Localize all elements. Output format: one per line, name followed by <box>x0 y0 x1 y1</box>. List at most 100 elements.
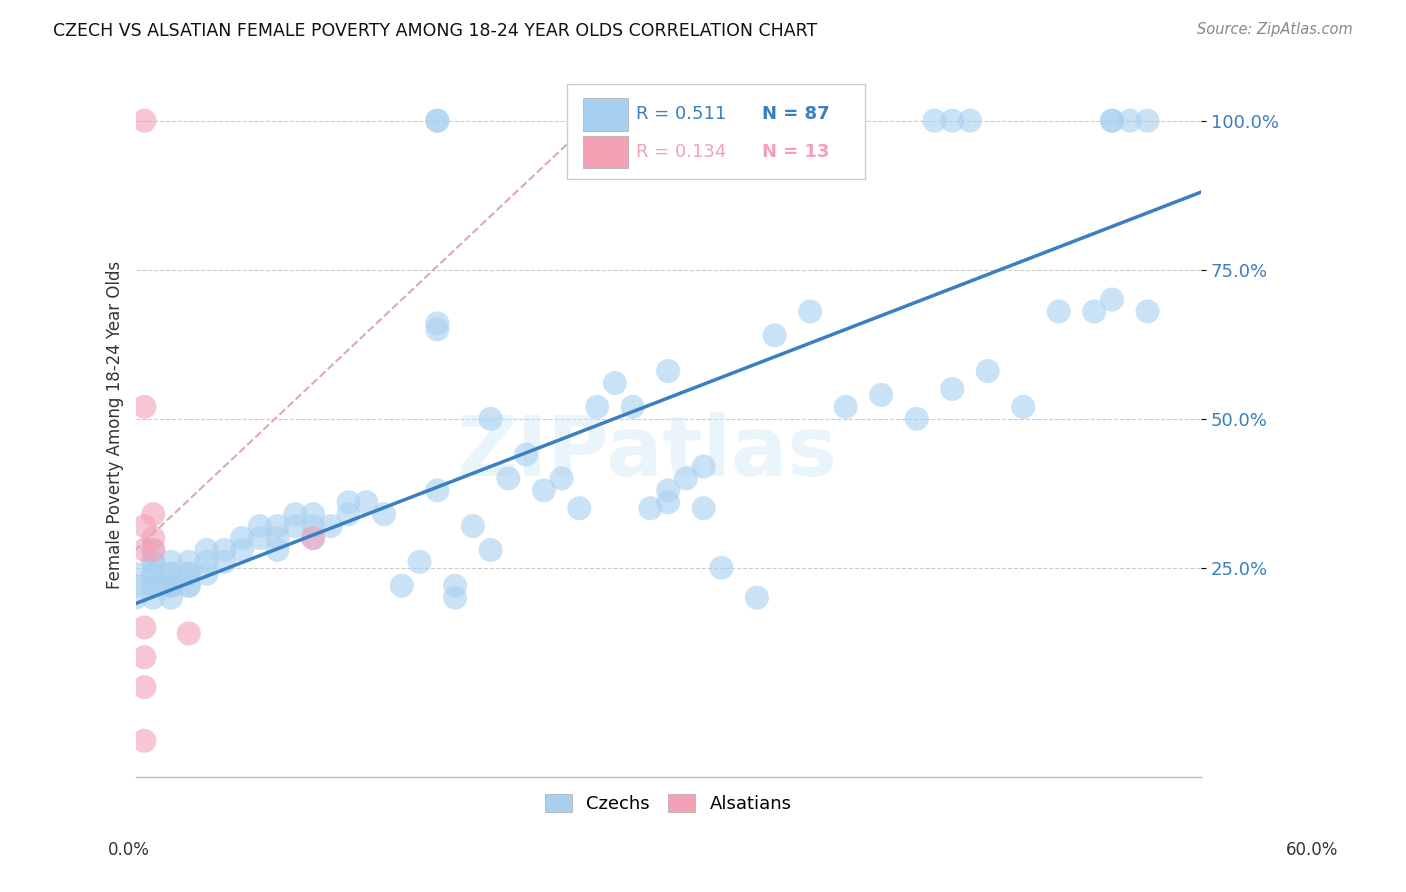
Point <box>134 733 156 747</box>
Point <box>319 519 342 533</box>
Point <box>621 400 644 414</box>
Point <box>142 543 165 558</box>
Point <box>426 113 449 128</box>
Point <box>905 412 928 426</box>
Point <box>692 113 714 128</box>
Point <box>160 591 183 605</box>
Point <box>284 507 307 521</box>
Point <box>941 382 963 396</box>
Text: Source: ZipAtlas.com: Source: ZipAtlas.com <box>1197 22 1353 37</box>
Point <box>1047 304 1070 318</box>
Point <box>142 507 165 521</box>
Point <box>177 555 200 569</box>
Point <box>124 566 146 581</box>
Point <box>461 519 484 533</box>
Point <box>142 591 165 605</box>
Point <box>177 566 200 581</box>
Point <box>515 448 537 462</box>
Point <box>142 579 165 593</box>
Point <box>134 650 156 665</box>
Point <box>134 680 156 694</box>
Point <box>284 519 307 533</box>
Point <box>1083 304 1105 318</box>
Point <box>177 566 200 581</box>
Point <box>675 113 697 128</box>
Point <box>568 501 591 516</box>
Point <box>266 543 288 558</box>
Point <box>160 579 183 593</box>
Point <box>124 591 146 605</box>
Point <box>302 531 325 545</box>
Y-axis label: Female Poverty Among 18-24 Year Olds: Female Poverty Among 18-24 Year Olds <box>107 260 124 589</box>
Point <box>479 543 502 558</box>
Point <box>337 495 360 509</box>
Point <box>160 566 183 581</box>
Point <box>533 483 555 498</box>
Point <box>134 400 156 414</box>
Point <box>657 495 679 509</box>
Point <box>1101 113 1123 128</box>
Point <box>426 483 449 498</box>
Legend: Czechs, Alsatians: Czechs, Alsatians <box>537 787 799 821</box>
Point <box>603 376 626 390</box>
Point <box>160 579 183 593</box>
Point <box>745 591 768 605</box>
Point <box>640 501 662 516</box>
Point <box>498 471 520 485</box>
Point <box>1136 304 1159 318</box>
Point <box>134 519 156 533</box>
Point <box>834 400 856 414</box>
Point <box>692 501 714 516</box>
Point <box>142 543 165 558</box>
Point <box>249 519 271 533</box>
Point <box>426 317 449 331</box>
Point <box>231 531 253 545</box>
Point <box>692 459 714 474</box>
Point <box>1101 293 1123 307</box>
Point <box>124 579 146 593</box>
Point <box>550 471 572 485</box>
Point <box>214 555 236 569</box>
Point <box>302 519 325 533</box>
Point <box>134 620 156 634</box>
Point <box>177 579 200 593</box>
Text: R = 0.134: R = 0.134 <box>636 143 727 161</box>
Point <box>799 304 821 318</box>
Point <box>675 471 697 485</box>
Point <box>408 555 430 569</box>
Point <box>142 566 165 581</box>
Point <box>142 555 165 569</box>
Point <box>640 113 662 128</box>
Point <box>142 555 165 569</box>
Point <box>266 519 288 533</box>
Point <box>444 579 467 593</box>
Text: N = 13: N = 13 <box>762 143 830 161</box>
FancyBboxPatch shape <box>583 98 627 130</box>
Text: ZIPatlas: ZIPatlas <box>457 412 838 493</box>
Point <box>426 322 449 336</box>
Point <box>657 113 679 128</box>
Point <box>941 113 963 128</box>
Point <box>1101 113 1123 128</box>
Point <box>266 531 288 545</box>
Point <box>959 113 981 128</box>
Point <box>134 113 156 128</box>
Point <box>586 400 609 414</box>
Point <box>134 543 156 558</box>
Point <box>479 412 502 426</box>
Point <box>337 507 360 521</box>
Point <box>142 566 165 581</box>
Point <box>142 531 165 545</box>
Point <box>195 566 218 581</box>
FancyBboxPatch shape <box>583 136 627 168</box>
Point <box>160 566 183 581</box>
Point <box>231 543 253 558</box>
Point <box>302 507 325 521</box>
Point <box>177 626 200 640</box>
Point <box>870 388 893 402</box>
Point <box>391 579 413 593</box>
Point <box>195 555 218 569</box>
Text: 60.0%: 60.0% <box>1286 840 1339 858</box>
Point <box>763 328 786 343</box>
Point <box>356 495 378 509</box>
